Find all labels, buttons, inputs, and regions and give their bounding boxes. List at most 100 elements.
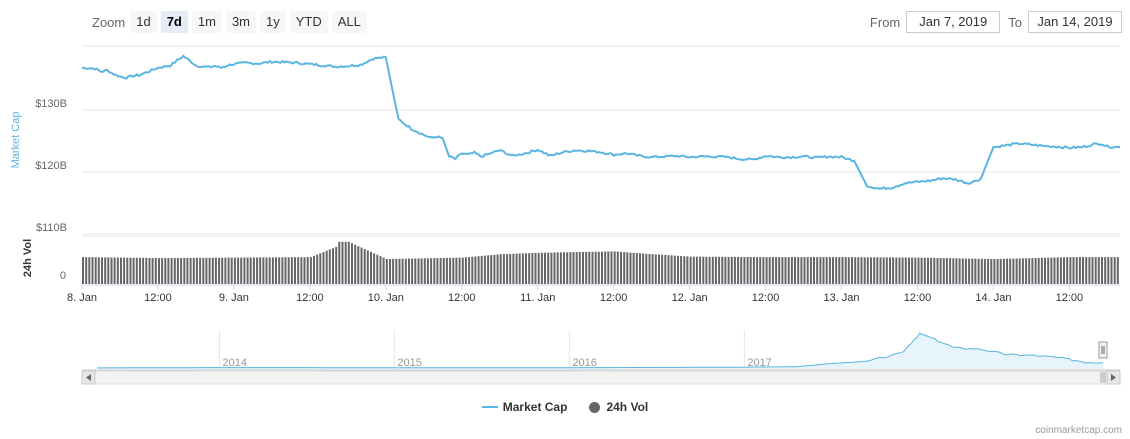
- legend-item-volume[interactable]: 24h Vol: [589, 400, 648, 414]
- scroll-left-arrow-icon: [86, 374, 91, 381]
- volume-bar: [123, 257, 126, 284]
- volume-bar: [629, 252, 632, 284]
- navigator-year-label: 2017: [747, 357, 771, 369]
- volume-bar: [654, 254, 657, 284]
- volume-bar: [594, 251, 597, 284]
- volume-bar: [420, 258, 423, 284]
- volume-bar: [727, 256, 730, 284]
- volume-bar: [313, 255, 315, 284]
- zoom-bar: Zoom 1d 7d 1m 3m 1y YTD ALL: [92, 11, 371, 33]
- volume-bar: [718, 256, 721, 284]
- credits-link[interactable]: coinmarketcap.com: [1035, 425, 1122, 436]
- volume-bar: [104, 257, 107, 284]
- volume-bar: [1072, 257, 1075, 284]
- volume-bar: [553, 252, 556, 284]
- volume-bar: [436, 258, 439, 284]
- volume-bar: [202, 257, 205, 284]
- volume-bar: [620, 251, 622, 284]
- volume-bar: [1040, 257, 1043, 284]
- volume-bar: [974, 258, 977, 284]
- volume-bar: [740, 257, 743, 284]
- volume-bar: [889, 257, 891, 284]
- volume-bar: [616, 251, 619, 284]
- volume-bar: [1009, 258, 1012, 284]
- volume-bar: [759, 257, 762, 284]
- to-label: To: [1008, 14, 1022, 30]
- volume-bar: [461, 257, 464, 284]
- volume-bar: [433, 258, 436, 284]
- zoom-7d-button[interactable]: 7d: [160, 11, 188, 33]
- volume-bar: [927, 257, 929, 284]
- volume-bar: [135, 257, 138, 284]
- volume-bar: [677, 255, 679, 284]
- volume-bar: [721, 256, 724, 284]
- volume-bar: [281, 257, 284, 284]
- volume-bar: [366, 250, 369, 284]
- zoom-all-button[interactable]: ALL: [331, 11, 367, 33]
- volume-bar: [471, 256, 474, 284]
- volume-bar: [151, 258, 154, 284]
- volume-bar: [752, 257, 755, 284]
- volume-bar: [563, 252, 565, 284]
- x-tick-label: 12:00: [600, 292, 628, 304]
- legend-item-market-cap[interactable]: Market Cap: [481, 400, 568, 414]
- volume-bar: [1063, 257, 1065, 284]
- volume-bar: [259, 257, 262, 284]
- volume-bar: [170, 258, 173, 284]
- volume-bar: [373, 253, 376, 284]
- volume-bar: [161, 258, 164, 284]
- volume-bar: [547, 252, 550, 284]
- legend: Market Cap 24h Vol: [0, 400, 1130, 414]
- zoom-1m-button[interactable]: 1m: [191, 11, 222, 33]
- volume-bar: [199, 257, 202, 284]
- volume-bar: [398, 258, 401, 284]
- volume-bar: [781, 257, 784, 284]
- volume-bar: [797, 257, 800, 284]
- volume-bar: [218, 257, 221, 284]
- volume-bar: [82, 257, 84, 284]
- x-tick-label: 12:00: [752, 292, 780, 304]
- volume-bar: [964, 258, 967, 284]
- volume-bar: [404, 258, 407, 284]
- volume-bar: [733, 256, 736, 284]
- volume-bar: [449, 257, 452, 284]
- volume-bar: [879, 257, 882, 284]
- volume-bar: [765, 257, 768, 284]
- volume-bar: [825, 257, 828, 284]
- x-tick-label: 9. Jan: [219, 292, 249, 304]
- x-tick-label: 12:00: [448, 292, 476, 304]
- to-date-input[interactable]: Jan 14, 2019: [1028, 11, 1122, 33]
- from-date-input[interactable]: Jan 7, 2019: [906, 11, 1001, 33]
- volume-bar: [572, 252, 575, 284]
- volume-bar: [290, 257, 293, 284]
- legend-volume-label: 24h Vol: [606, 400, 649, 414]
- volume-bar: [154, 258, 157, 284]
- volume-bar: [338, 241, 341, 284]
- volume-bar: [1059, 257, 1062, 284]
- zoom-3m-button[interactable]: 3m: [225, 11, 256, 33]
- zoom-ytd-button[interactable]: YTD: [289, 11, 328, 33]
- volume-bar: [363, 249, 366, 284]
- volume-bar: [699, 256, 702, 284]
- x-tick-label: 12:00: [144, 292, 172, 304]
- volume-bar: [224, 257, 227, 284]
- volume-bar: [828, 257, 831, 284]
- volume-bar: [930, 257, 933, 284]
- volume-bar: [458, 257, 461, 284]
- volume-axis-title: 24h Vol: [22, 239, 34, 277]
- volume-bar: [483, 255, 486, 284]
- volume-bar: [1034, 258, 1037, 284]
- volume-bar: [357, 246, 360, 284]
- zoom-1y-button[interactable]: 1y: [260, 11, 286, 33]
- volume-bar: [648, 254, 651, 284]
- volume-bar: [955, 258, 958, 284]
- volume-bar: [544, 252, 546, 284]
- volume-bar: [1066, 257, 1069, 284]
- volume-bar: [189, 257, 192, 284]
- legend-market-cap-label: Market Cap: [502, 400, 568, 414]
- zoom-1d-button[interactable]: 1d: [130, 11, 157, 33]
- volume-bar: [376, 254, 379, 284]
- volume-bar: [762, 257, 765, 284]
- volume-bar: [417, 258, 420, 284]
